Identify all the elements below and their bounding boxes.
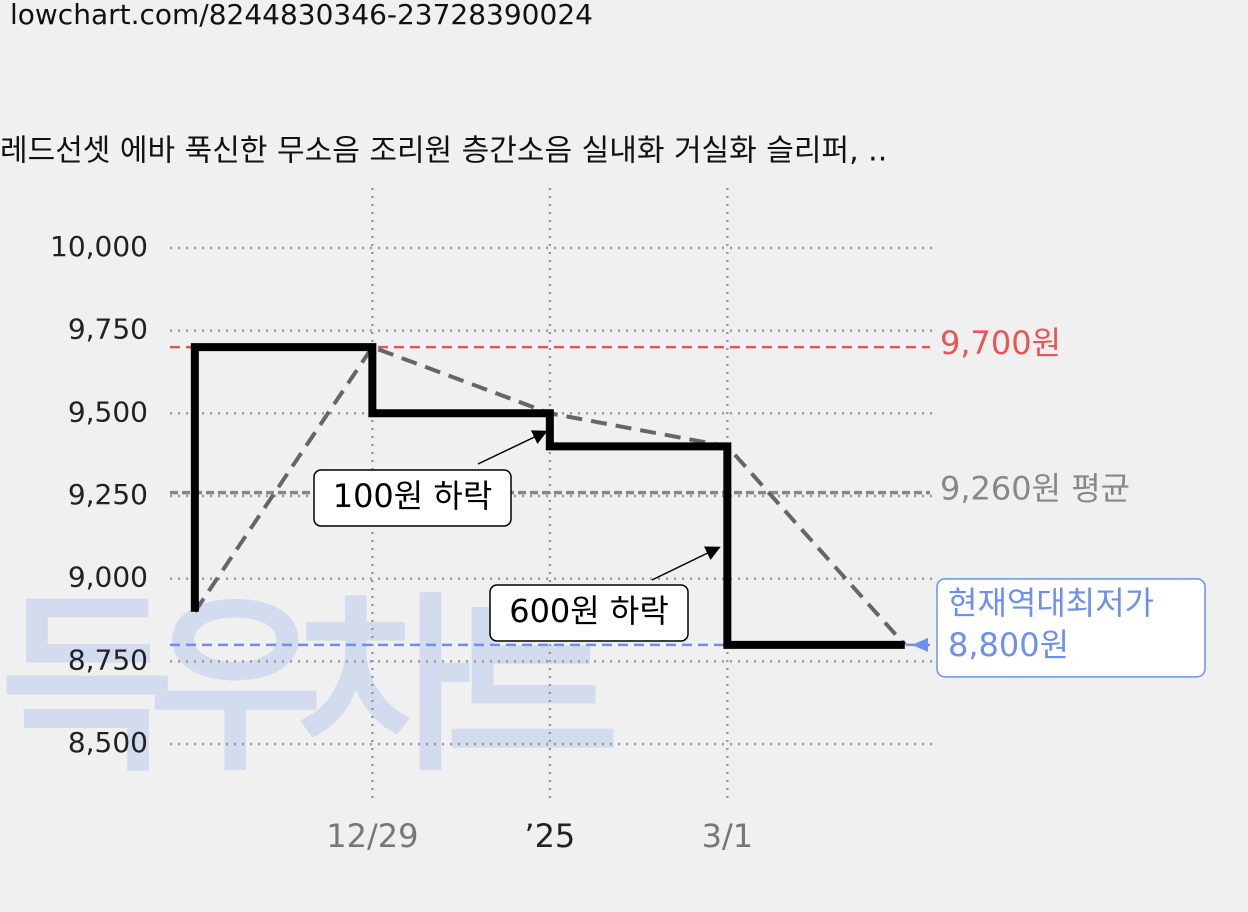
- y-tick-label: 9,000: [68, 561, 148, 594]
- x-tick-label: ’25: [524, 817, 575, 855]
- reference-label: 9,260원 평균: [940, 470, 1130, 508]
- label-box: [936, 578, 1206, 678]
- annotation-box: [489, 584, 689, 642]
- annotation-box: [313, 469, 512, 527]
- chart-title: 레드선셋 에바 푹신한 무소음 조리원 층간소음 실내화 거실화 슬리퍼, ..: [0, 134, 887, 169]
- y-tick-label: 9,500: [68, 395, 148, 428]
- x-tick-label: 3/1: [702, 817, 754, 855]
- url: lowchart.com/8244830346-23728390024: [10, 0, 593, 31]
- x-tick-label: 12/29: [326, 817, 418, 855]
- reference-label: 8,800원: [948, 626, 1069, 664]
- annotation: 600원 하락: [509, 592, 669, 630]
- annotation-arrow: [651, 546, 721, 581]
- annotation-arrow: [477, 430, 548, 465]
- y-tick-label: 9,750: [68, 313, 148, 346]
- y-tick-label: 8,750: [68, 643, 148, 676]
- label-arrow: [912, 637, 928, 652]
- reference-label: 현재역대최저가: [948, 584, 1154, 622]
- reference-label: 9,700원: [940, 324, 1061, 362]
- price-line: [190, 343, 905, 649]
- y-tick-label: 8,500: [68, 726, 148, 759]
- annotation: 100원 하락: [333, 477, 493, 515]
- y-tick-label: 10,000: [50, 230, 148, 263]
- y-tick-label: 9,250: [68, 478, 148, 511]
